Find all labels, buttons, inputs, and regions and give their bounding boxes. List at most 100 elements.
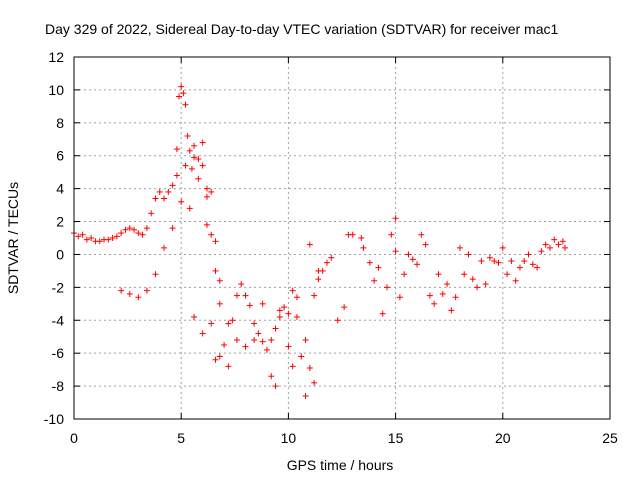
data-point [251,320,258,327]
data-point [334,317,341,324]
data-points [71,83,568,399]
data-point [478,258,485,265]
data-point [161,195,168,202]
data-point [233,292,240,299]
data-point [242,292,249,299]
data-point [521,258,528,265]
y-tick-label: -10 [44,411,64,427]
data-point [561,244,568,251]
data-point [409,256,416,263]
data-point [302,392,309,399]
data-point [358,235,365,241]
y-tick-label: 4 [56,181,64,197]
data-point [534,264,541,271]
data-point [184,132,191,139]
data-point [272,325,279,332]
data-point [555,241,562,248]
data-point [293,313,300,320]
data-point [191,313,198,320]
data-point [238,281,245,288]
data-point [289,287,296,294]
x-tick-label: 5 [177,430,185,446]
data-point [143,225,150,232]
data-point [169,182,176,189]
data-point [208,231,215,238]
data-point [422,241,429,248]
data-point [118,230,125,237]
data-point [233,337,240,344]
data-point [366,259,373,266]
data-point [465,251,472,258]
data-point [546,244,553,251]
data-point [311,379,318,386]
data-point [469,276,476,283]
data-point [216,300,223,307]
data-point [491,258,498,265]
data-point [203,193,210,200]
x-tick-label: 10 [281,430,297,446]
data-point [525,251,532,258]
data-point [315,267,322,274]
data-point [105,236,112,243]
data-point [186,205,193,212]
data-point [306,241,313,248]
y-tick-label: -8 [52,378,65,394]
y-tick-label: 10 [48,82,64,98]
data-point [212,267,219,274]
data-point [176,93,183,100]
x-tick-label: 15 [388,430,404,446]
data-point [118,287,125,294]
axis-ticks: -10 -8 -6 -4 -2 0 2 4 6 8 10 12 0 5 10 15 20 25 [44,49,618,446]
data-point [456,244,463,251]
data-point [208,320,215,327]
data-point [178,198,185,205]
data-point [360,244,367,251]
data-point [392,215,399,222]
x-tick-label: 0 [70,430,78,446]
data-point [375,264,382,271]
data-point [169,225,176,232]
data-point [212,356,219,363]
data-point [203,185,210,192]
data-point [276,307,283,314]
data-point [371,277,378,284]
data-point [135,294,142,301]
data-point [216,353,223,360]
data-point [191,142,198,149]
data-point [405,251,412,258]
data-point [259,338,266,345]
data-point [311,292,318,299]
data-point [328,254,335,261]
data-point [444,281,451,288]
data-point [216,277,223,284]
data-point [109,235,116,241]
data-point [152,195,159,202]
data-point [542,241,549,248]
data-point [178,83,185,90]
data-point [486,254,493,261]
data-point [88,235,95,241]
y-tick-label: 0 [56,246,64,262]
grid-lines [74,57,610,419]
y-tick-label: 2 [56,214,64,230]
data-point [431,300,438,307]
data-point [435,271,442,278]
data-point [182,162,189,169]
data-point [289,363,296,370]
data-point [131,226,138,233]
data-point [551,236,558,243]
data-point [212,238,219,245]
y-axis-label: SDTVAR / TECUs [5,182,21,294]
y-tick-label: 8 [56,115,64,131]
data-point [161,244,168,251]
data-point [474,284,481,291]
data-point [538,248,545,255]
data-point [392,248,399,255]
data-point [268,373,275,380]
data-point [225,320,232,327]
data-point [195,175,202,182]
data-point [199,330,206,337]
data-point [559,238,566,245]
data-point [461,271,468,278]
